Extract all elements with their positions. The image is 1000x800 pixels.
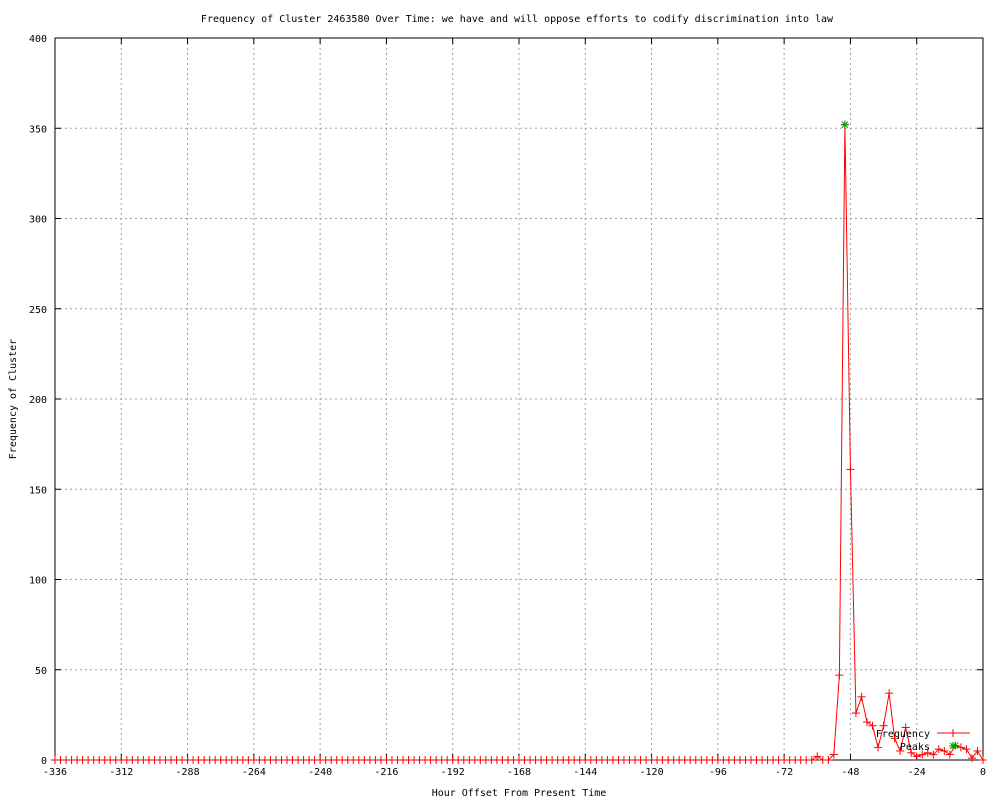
x-tick-label: -216	[374, 767, 398, 778]
x-tick-label: -192	[441, 767, 465, 778]
frequency-point	[885, 689, 894, 698]
chart-title: Frequency of Cluster 2463580 Over Time: …	[201, 14, 834, 25]
y-tick-label: 400	[29, 34, 47, 45]
frequency-point	[901, 723, 910, 732]
frequency-point	[945, 750, 954, 759]
series-layer	[51, 120, 987, 764]
x-tick-label: -24	[908, 767, 926, 778]
y-tick-label: 250	[29, 305, 47, 316]
legend: Frequency Peaks	[876, 729, 970, 753]
frequency-point	[807, 756, 816, 764]
x-tick-label: -120	[640, 767, 664, 778]
frequency-point	[857, 692, 866, 701]
frequency-point	[923, 748, 932, 757]
y-tick-label: 0	[41, 756, 47, 767]
frequency-point	[863, 718, 871, 727]
x-tick-label: 0	[980, 767, 986, 778]
y-tick-label: 150	[29, 485, 47, 496]
frequency-point	[973, 746, 982, 755]
legend-peaks-label: Peaks	[900, 742, 930, 753]
x-tick-label: -312	[109, 767, 133, 778]
legend-peaks-marker	[949, 742, 957, 750]
y-tick-label: 300	[29, 215, 47, 226]
frequency-point	[879, 721, 888, 730]
frequency-point	[890, 734, 899, 743]
x-tick-label: -264	[242, 767, 266, 778]
marker-d2	[841, 121, 849, 128]
frequency-point	[829, 750, 838, 759]
x-tick-label: -96	[709, 767, 727, 778]
frequency-point	[940, 746, 949, 755]
y-tick-label: 100	[29, 576, 47, 587]
x-axis-label: Hour Offset From Present Time	[432, 788, 607, 799]
x-tick-label: -240	[308, 767, 332, 778]
frequency-point	[967, 754, 976, 763]
frequency-point	[824, 756, 833, 764]
frequency-point	[851, 709, 860, 718]
frequency-point	[907, 748, 916, 757]
frequency-point	[874, 743, 883, 752]
legend-peaks-swatch	[949, 742, 957, 750]
frequency-point	[912, 752, 921, 761]
x-tick-label: -144	[573, 767, 597, 778]
frequency-point	[813, 752, 822, 761]
y-tick-label: 50	[35, 666, 47, 677]
frequency-point	[868, 721, 877, 730]
frequency-point	[929, 750, 938, 759]
frequency-point	[835, 671, 844, 680]
peak-point	[840, 120, 849, 129]
y-axis-label: Frequency of Cluster	[8, 339, 19, 459]
x-tick-label: -336	[43, 767, 67, 778]
axis-ticks: -336 -312 -288 -264 -240 -216 -192 -168 -144 -120…	[29, 34, 986, 778]
frequency-point	[896, 746, 905, 755]
frequency-point	[962, 745, 971, 754]
frequency-point	[918, 750, 927, 759]
x-tick-label: -48	[841, 767, 859, 778]
legend-frequency-label: Frequency	[876, 729, 930, 740]
frequency-point	[934, 745, 943, 754]
frequency-point	[846, 465, 855, 474]
x-tick-label: -288	[176, 767, 200, 778]
grid-lines	[55, 38, 983, 760]
y-tick-label: 350	[29, 124, 47, 135]
x-tick-label: -168	[507, 767, 531, 778]
frequency-point	[956, 743, 965, 752]
y-tick-label: 200	[29, 395, 47, 406]
x-tick-label: -72	[775, 767, 793, 778]
frequency-point	[979, 756, 987, 764]
